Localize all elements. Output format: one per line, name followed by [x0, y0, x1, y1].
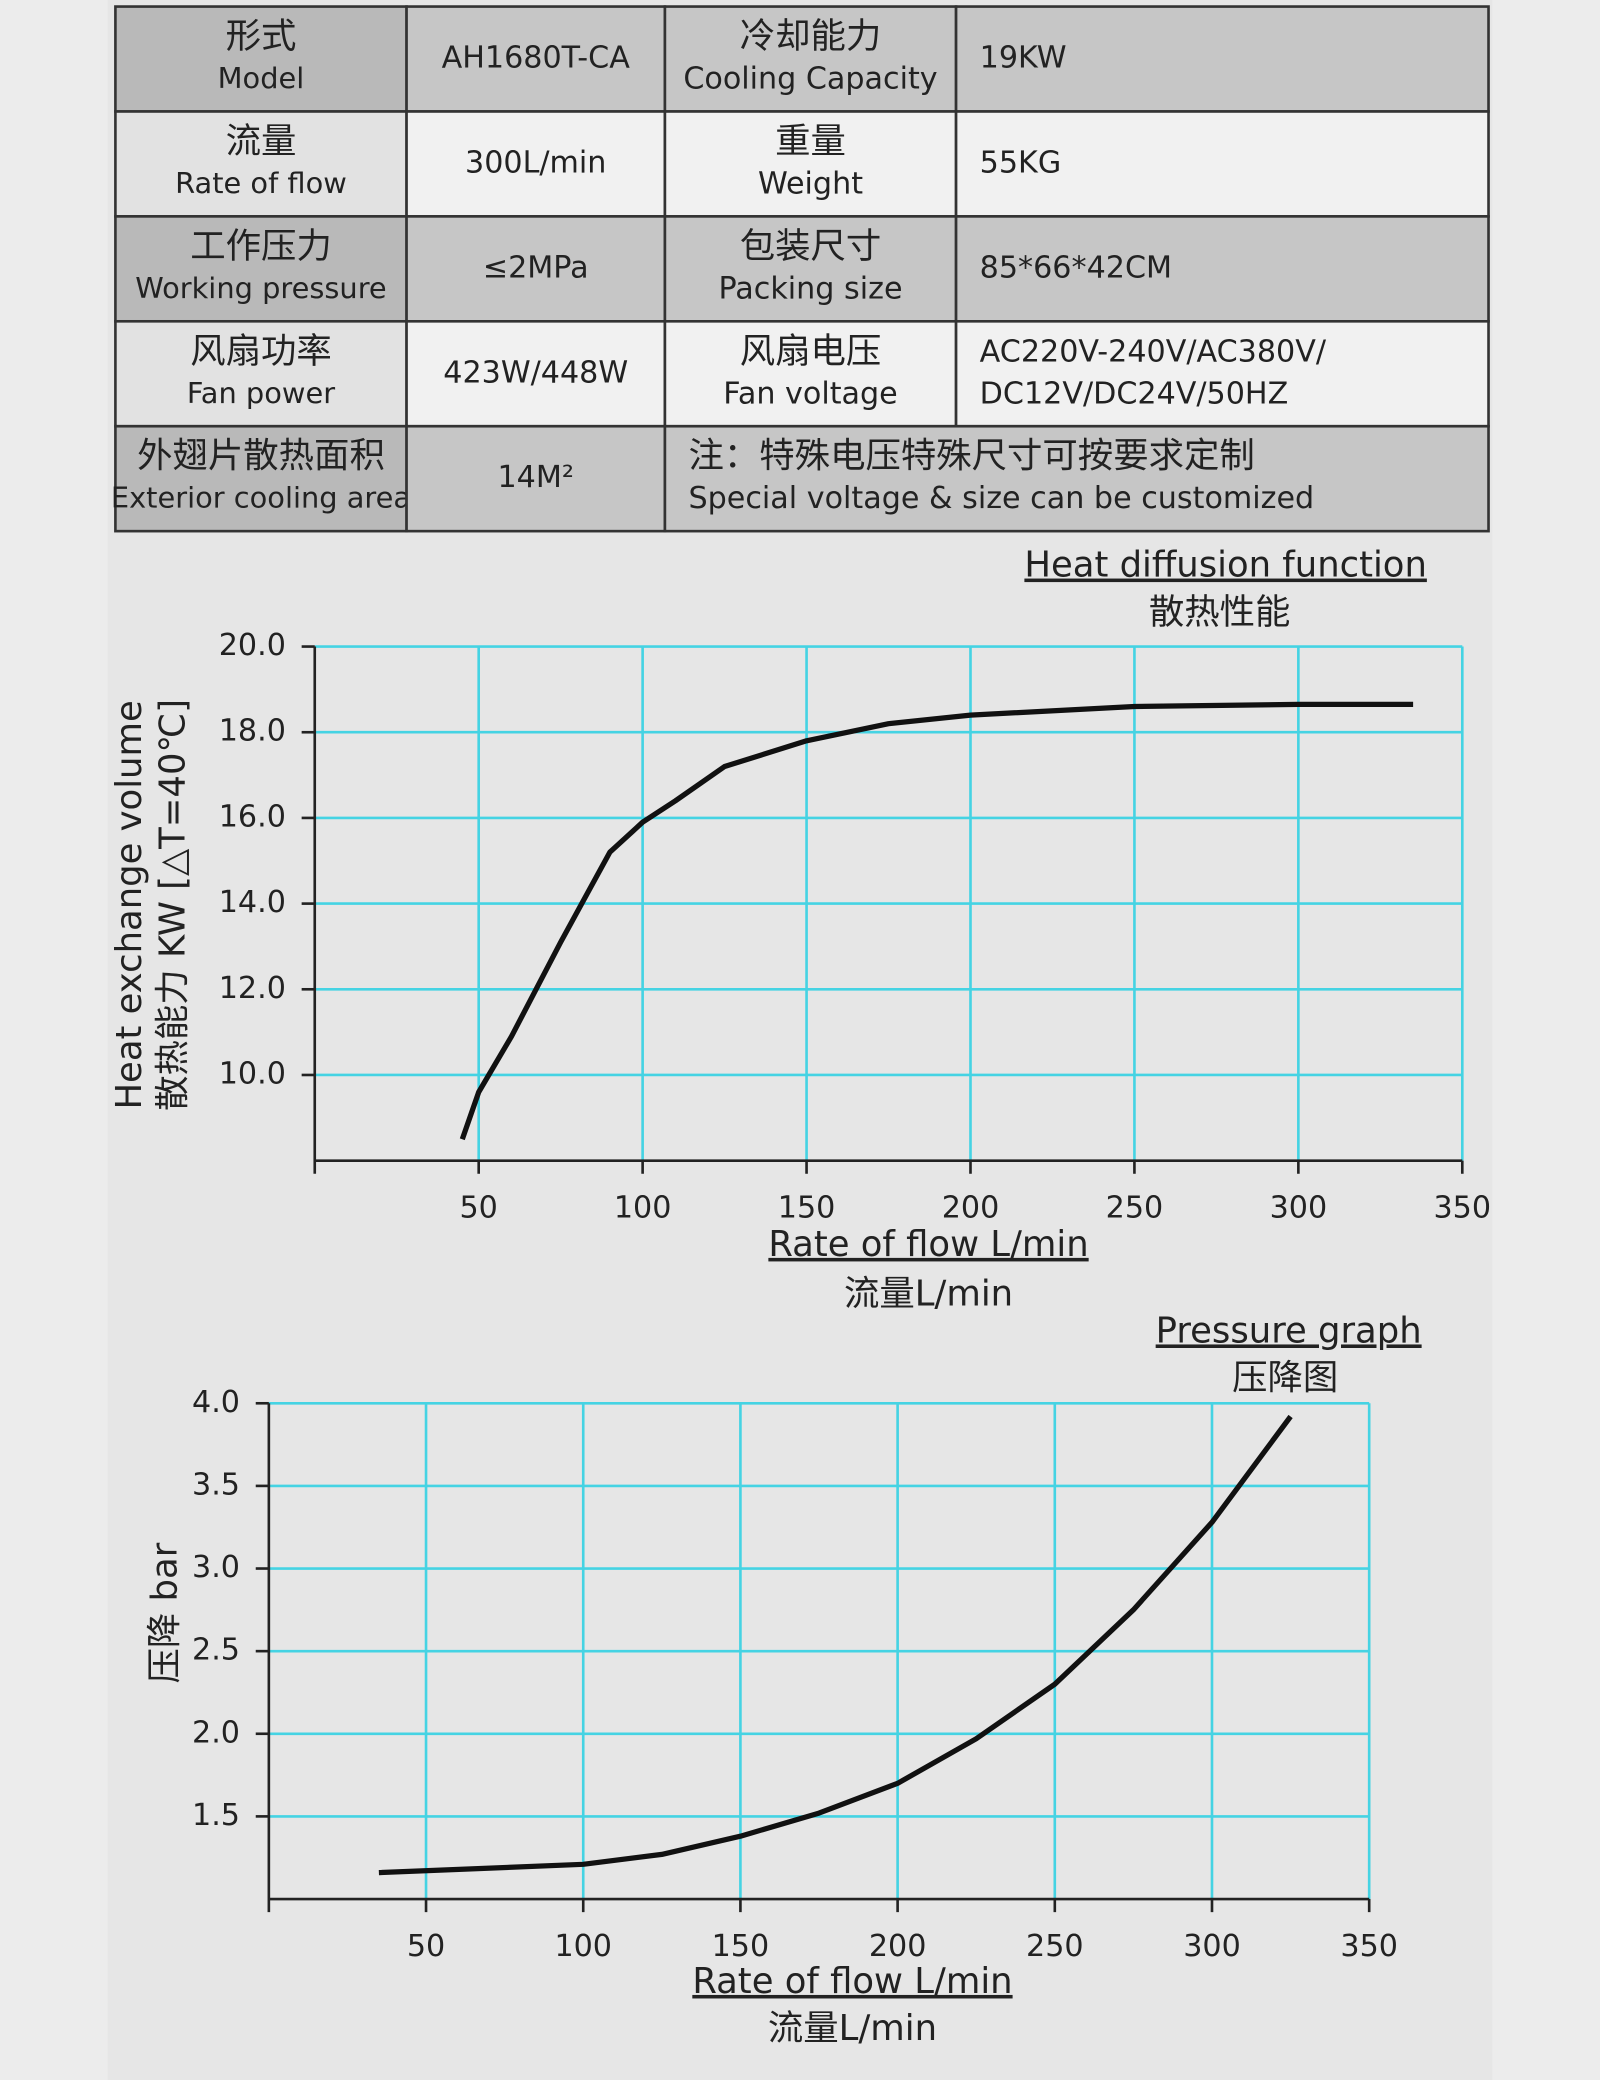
cell-text: 注：特殊电压特殊尺寸可按要求定制: [689, 436, 1255, 477]
table-cell: [114, 320, 408, 428]
cell-text: AH1680T-CA: [442, 41, 631, 76]
x-axis-label: Rate of flow L/min: [768, 1224, 1088, 1265]
cell-text: 14M²: [497, 460, 573, 495]
cell-text: 工作压力: [190, 226, 332, 267]
table-cell: [405, 215, 667, 323]
y-tick-label: 10.0: [219, 1056, 286, 1091]
cell-text: DC12V/DC24V/50HZ: [980, 376, 1289, 411]
y-tick-label: 3.5: [192, 1467, 240, 1502]
cell-text: Fan voltage: [723, 376, 897, 411]
table-cell: [663, 320, 958, 428]
cell-text: AC220V-240V/AC380V/: [980, 334, 1327, 369]
table-cell: [663, 5, 958, 113]
x-tick-label: 100: [554, 1929, 612, 1964]
y-axis-label: 压降 bar: [145, 1542, 186, 1683]
table-cell: [954, 215, 1490, 323]
cell-text: Weight: [758, 166, 863, 201]
x-axis-label: Rate of flow L/min: [692, 1961, 1012, 2002]
x-tick-label: 50: [460, 1191, 498, 1226]
chart-subtitle: 压降图: [1232, 1358, 1338, 1399]
x-tick-label: 150: [712, 1929, 770, 1964]
y-tick-label: 16.0: [219, 799, 286, 834]
y-tick-label: 4.0: [192, 1385, 240, 1420]
table-cell: [405, 424, 667, 533]
line-series: [459, 701, 1414, 1141]
cell-text: Exterior cooling area: [111, 481, 411, 515]
cell-text: 423W/448W: [443, 355, 628, 390]
cell-text: 19KW: [980, 41, 1067, 76]
y-tick-label: 3.0: [192, 1550, 240, 1585]
table-cell: [954, 110, 1490, 218]
cell-text: Packing size: [718, 271, 902, 306]
x-tick-label: 100: [614, 1191, 672, 1226]
cell-text: 300L/min: [465, 145, 606, 180]
x-tick-label: 300: [1270, 1191, 1328, 1226]
table-cell: [954, 320, 1490, 428]
x-tick-label: 50: [407, 1929, 445, 1964]
y-tick-label: 1.5: [192, 1798, 240, 1833]
x-tick-label: 350: [1340, 1929, 1398, 1964]
chart-title: Heat diffusion function: [1024, 545, 1426, 586]
line-series: [378, 1414, 1293, 1876]
cell-text: 外翅片散热面积: [137, 436, 385, 477]
cell-text: 包装尺寸: [740, 226, 882, 267]
cell-text: 流量: [226, 121, 297, 162]
cell-text: 重量: [775, 121, 846, 162]
x-tick-label: 350: [1434, 1191, 1492, 1226]
y-tick-label: 20.0: [219, 628, 286, 663]
y-tick-label: 18.0: [219, 714, 286, 749]
cell-text: 冷却能力: [740, 16, 882, 57]
x-axis-label: 流量L/min: [844, 1274, 1013, 1315]
y-tick-label: 2.5: [192, 1633, 240, 1668]
cell-text: Working pressure: [135, 271, 386, 305]
x-tick-label: 250: [1026, 1929, 1084, 1964]
cell-text: Cooling Capacity: [683, 62, 937, 97]
cell-text: 55KG: [980, 145, 1062, 180]
cell-text: 风扇电压: [740, 331, 882, 372]
cell-text: 风扇功率: [190, 331, 332, 372]
x-tick-label: 250: [1106, 1191, 1164, 1226]
y-axis-label: 散热能力 KW [△T=40℃]: [152, 699, 193, 1111]
x-tick-label: 200: [942, 1191, 1000, 1226]
table-cell: [114, 424, 408, 533]
cell-text: 85*66*42CM: [980, 250, 1172, 285]
table-cell: [114, 215, 408, 323]
cell-text: ≤2MPa: [483, 250, 589, 285]
chart-subtitle: 散热性能: [1149, 592, 1291, 633]
x-axis-label: 流量L/min: [768, 2008, 937, 2049]
cell-text: Fan power: [187, 376, 335, 410]
y-axis-label: Heat exchange volume: [109, 700, 150, 1109]
x-tick-label: 300: [1183, 1929, 1241, 1964]
table-cell: [114, 5, 408, 113]
table-cell: [663, 424, 1490, 533]
cell-text: Model: [218, 61, 305, 95]
y-tick-label: 14.0: [219, 885, 286, 920]
cell-text: 形式: [226, 16, 297, 57]
y-tick-label: 12.0: [219, 971, 286, 1006]
table-cell: [405, 5, 667, 113]
cell-text: Special voltage & size can be customized: [689, 481, 1315, 516]
table-cell: [405, 320, 667, 428]
cell-text: Rate of flow: [175, 166, 347, 200]
x-tick-label: 200: [869, 1929, 927, 1964]
x-tick-label: 150: [778, 1191, 836, 1226]
y-tick-label: 2.0: [192, 1715, 240, 1750]
chart-title: Pressure graph: [1156, 1310, 1422, 1351]
